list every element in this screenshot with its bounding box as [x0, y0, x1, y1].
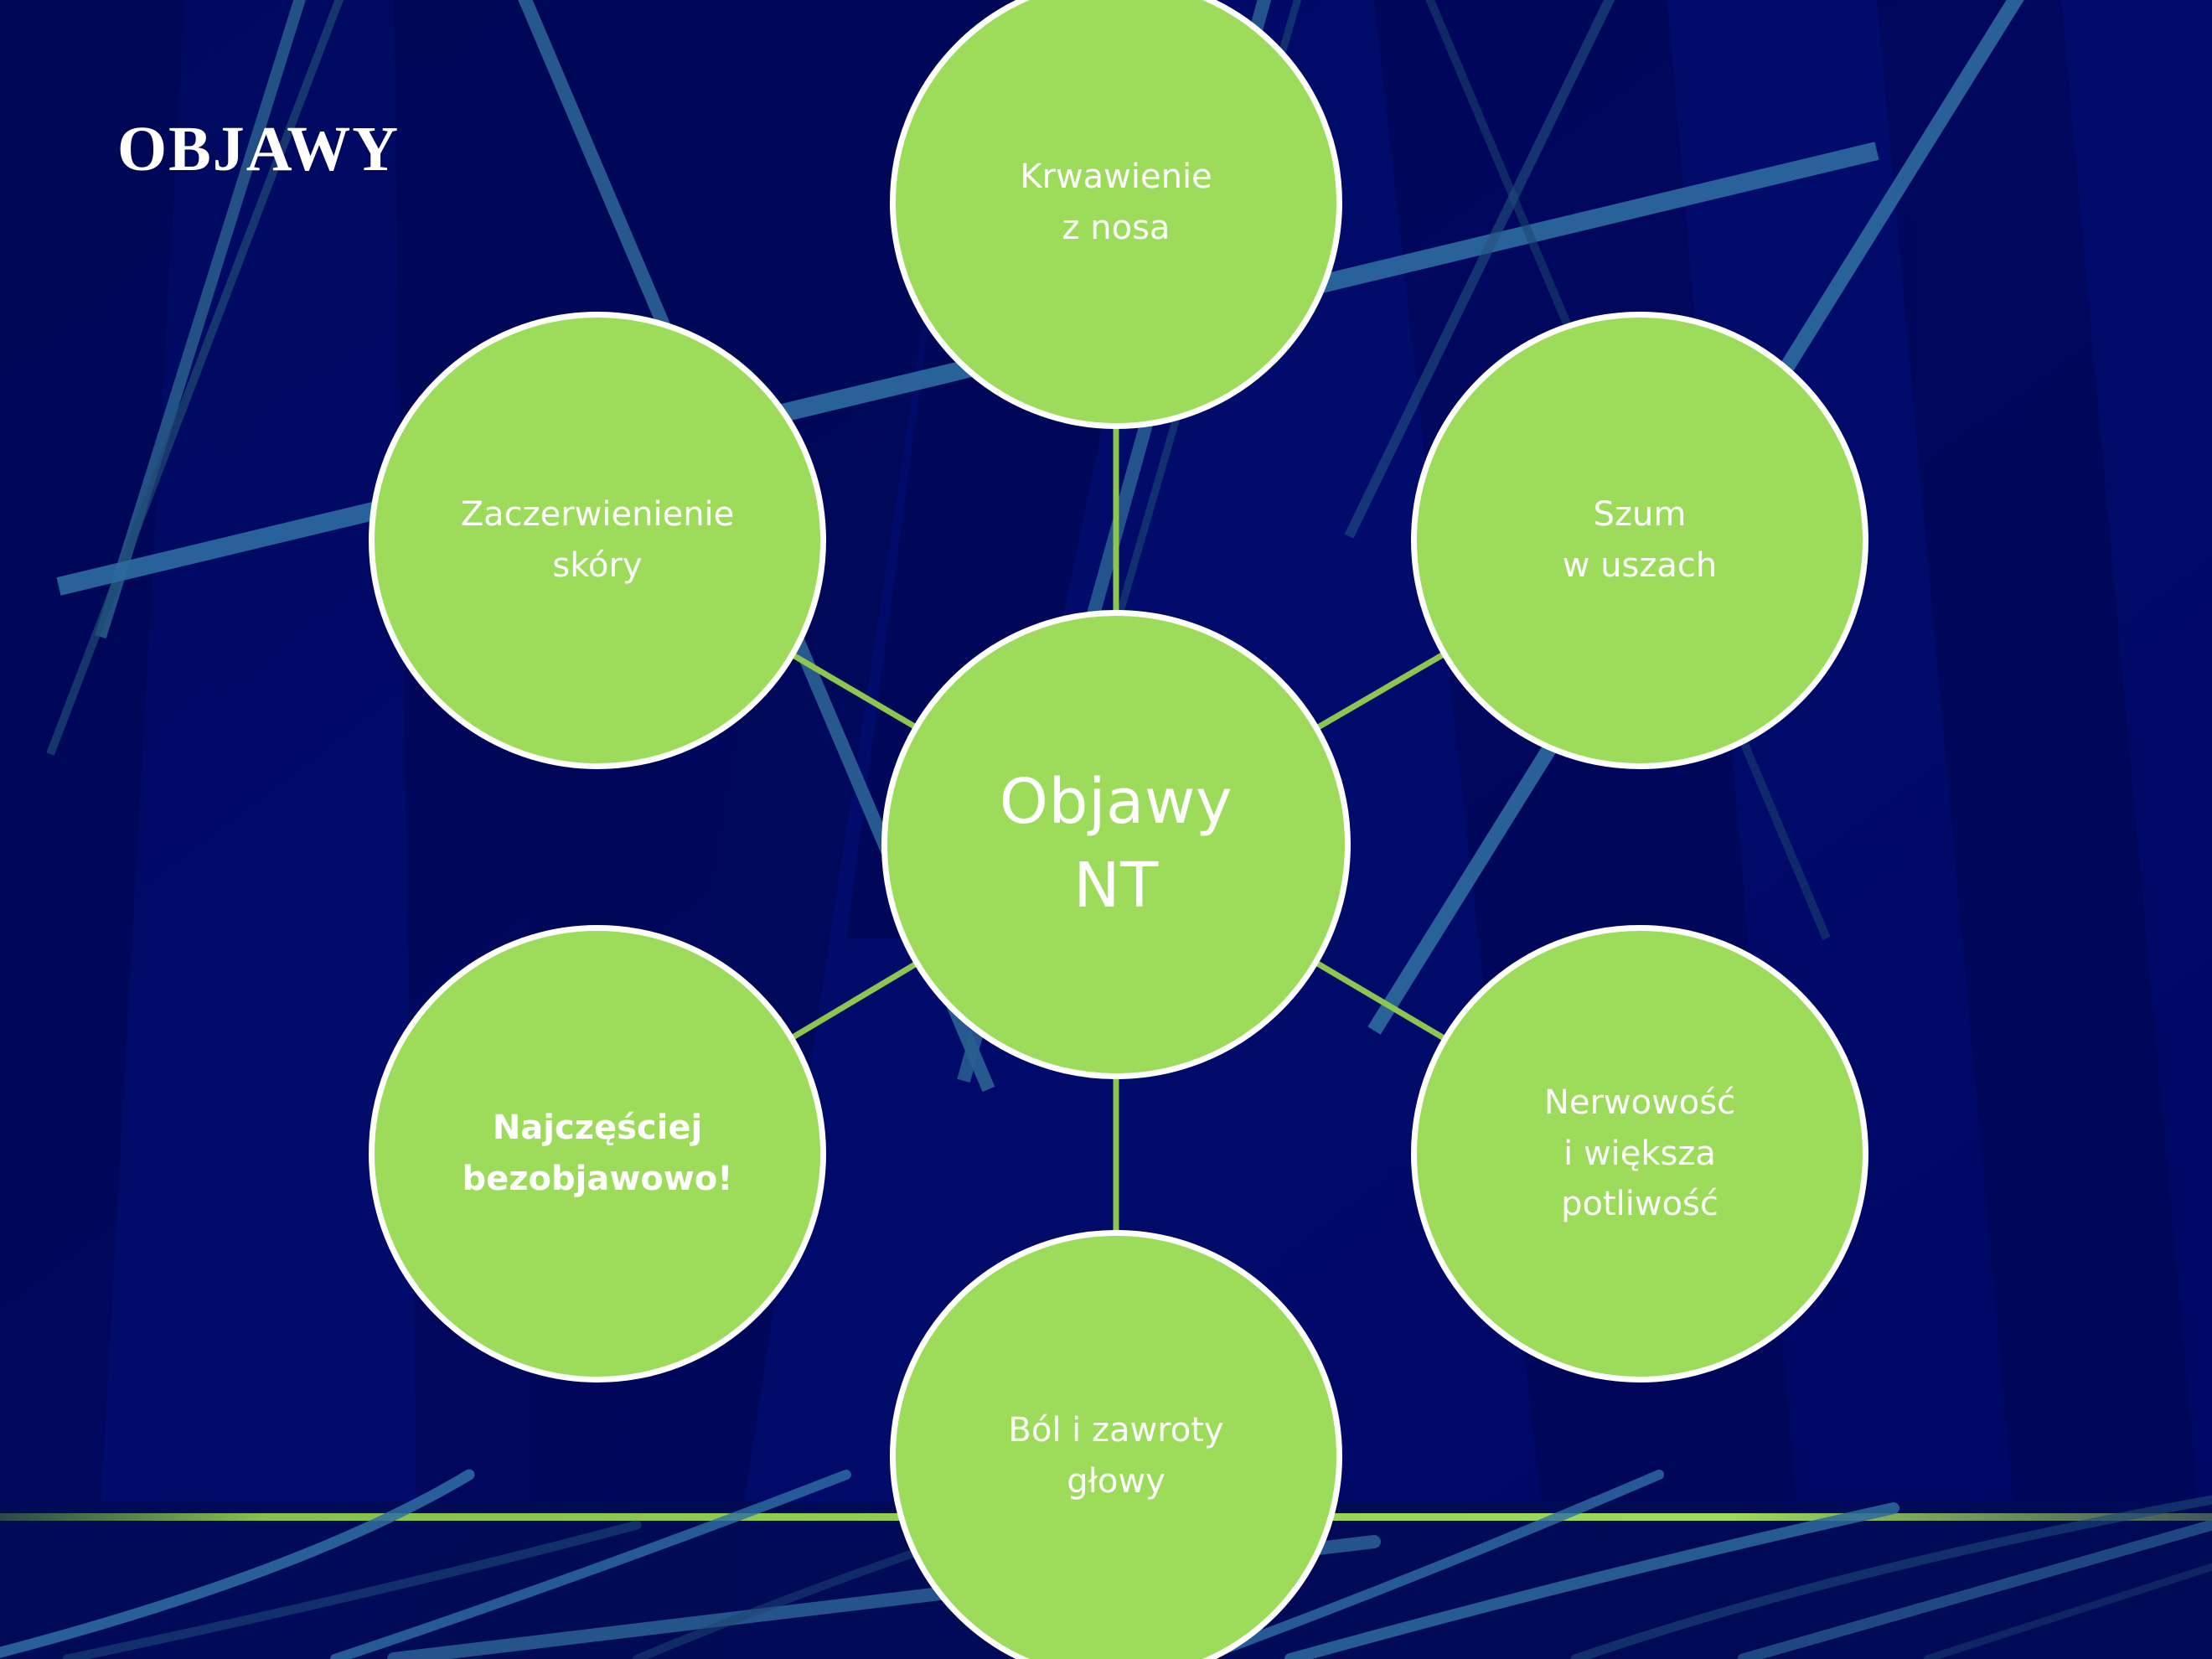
diagram-node-szum[interactable]: Szum w uszach — [1411, 312, 1868, 769]
diagram-node-label: Najczęściej bezobjawowo! — [462, 1109, 733, 1198]
diagram-node-label: Nerwowość i większa potliwość — [1543, 1083, 1736, 1224]
diagram-node-bol[interactable]: Ból i zawroty głowy — [890, 1230, 1342, 1659]
diagram-node-label: Zaczerwienienie skóry — [460, 495, 735, 585]
diagram-node-label: Krwawienie z nosa — [1020, 158, 1212, 247]
diagram-node-label: Ból i zawroty głowy — [1008, 1411, 1224, 1501]
page-title: OBJAWY — [117, 114, 401, 184]
diagram-node-najczesciej[interactable]: Najczęściej bezobjawowo! — [369, 925, 826, 1382]
diagram-node-label: Szum w uszach — [1562, 495, 1718, 585]
diagram-node-center[interactable]: Objawy NT — [881, 610, 1351, 1079]
diagram-node-krwawienie[interactable]: Krwawienie z nosa — [890, 0, 1342, 429]
diagram-node-zaczerwienienie[interactable]: Zaczerwienienie skóry — [369, 312, 826, 769]
diagram-center-label: Objawy NT — [999, 766, 1233, 922]
diagram-node-nerwowosc[interactable]: Nerwowość i większa potliwość — [1411, 925, 1868, 1382]
